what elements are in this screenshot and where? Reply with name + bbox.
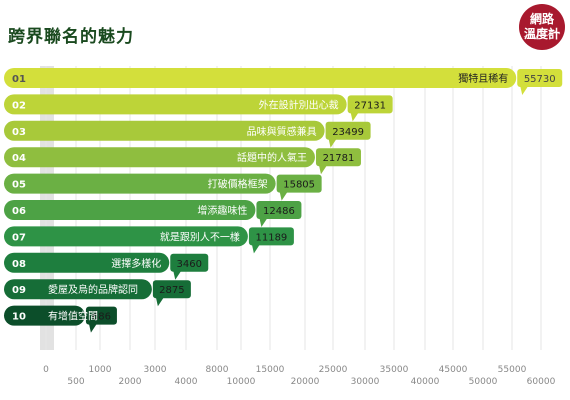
value-bubble: [276, 174, 322, 193]
value-bubble-tail: [318, 165, 327, 175]
value-label: 12486: [263, 206, 295, 217]
x-tick-label: 50000: [469, 377, 498, 387]
bar: [4, 68, 517, 88]
value-bubble-tail: [155, 297, 164, 307]
category-label: 獨特且稀有: [458, 72, 508, 85]
logo-circle: [519, 4, 565, 50]
value-bubble-tail: [520, 86, 529, 95]
rank-label: 05: [12, 180, 26, 191]
rank-label: 09: [12, 285, 26, 296]
x-tick-label: 45000: [439, 365, 468, 375]
value-bubble: [517, 69, 563, 87]
value-bubble-tail: [350, 112, 359, 122]
value-label: 55730: [524, 74, 556, 85]
value-label: 11189: [255, 232, 287, 243]
rank-label: 03: [12, 127, 26, 138]
category-label: 愛屋及烏的品牌認同: [48, 283, 138, 296]
value-bubble-tail: [279, 191, 288, 201]
x-tick-label: 55000: [498, 365, 527, 375]
bar: [4, 305, 85, 326]
value-label: 21781: [323, 153, 355, 164]
value-bubble-tail: [259, 218, 268, 227]
bar: [4, 279, 152, 300]
logo-text-line2: 溫度計: [524, 26, 560, 41]
chart-title: 跨界聯名的魅力: [8, 27, 134, 47]
x-tick-label: 2000: [119, 377, 142, 387]
value-label: 15805: [283, 180, 315, 191]
x-tick-label: 20000: [291, 377, 320, 387]
rank-label: 08: [12, 259, 26, 270]
x-tick-label: 3000: [144, 365, 167, 375]
category-label: 有增值空間: [48, 310, 98, 323]
rank-label: 07: [12, 232, 26, 243]
value-bubble: [325, 121, 371, 140]
bar: [4, 94, 347, 115]
value-label: 3460: [177, 259, 202, 270]
category-label: 就是跟別人不一樣: [160, 230, 240, 243]
rank-label: 04: [12, 153, 26, 164]
x-tick-label: 15000: [256, 365, 285, 375]
logo-wave: [523, 28, 561, 40]
value-bubble: [315, 148, 361, 167]
category-label: 話題中的人氣王: [237, 151, 307, 164]
rank-label: 02: [12, 100, 26, 111]
bar: [4, 226, 248, 247]
x-tick-label: 40000: [411, 377, 440, 387]
value-bubble: [256, 201, 302, 219]
bar: [4, 252, 170, 273]
x-tick-label: 500: [67, 377, 84, 387]
x-tick-label: 25000: [319, 365, 348, 375]
bar: [4, 147, 315, 168]
category-label: 選擇多樣化: [111, 257, 161, 270]
category-label: 增添趣味性: [197, 204, 247, 217]
value-bubble: [152, 280, 191, 299]
value-label: 686: [92, 312, 111, 323]
bar: [4, 173, 276, 194]
x-tick-label: 4000: [175, 377, 198, 387]
x-tick-label: 35000: [380, 365, 409, 375]
rank-label: 06: [12, 206, 26, 217]
value-bubble-tail: [328, 138, 337, 148]
value-label: 23499: [332, 127, 364, 138]
category-label: 外在設計別出心裁: [259, 98, 339, 111]
x-tick-label: 30000: [351, 377, 380, 387]
value-bubble-tail: [251, 244, 260, 254]
value-bubble-tail: [88, 323, 97, 333]
rank-label: 01: [12, 74, 26, 85]
value-bubble: [85, 306, 117, 325]
value-label: 27131: [354, 100, 386, 111]
value-label: 2875: [159, 285, 184, 296]
x-tick-label: 1000: [89, 365, 112, 375]
category-label: 品味與質感兼具: [247, 125, 317, 138]
bar: [4, 120, 325, 141]
bar: [4, 200, 256, 220]
value-bubble: [170, 253, 209, 272]
logo-text-line1: 網路: [530, 11, 555, 26]
x-tick-label: 10000: [227, 377, 256, 387]
category-label: 打破價格框架: [208, 178, 268, 191]
value-bubble-tail: [173, 270, 182, 280]
value-bubble: [248, 227, 294, 246]
rank-label: 10: [12, 312, 26, 323]
x-tick-label: 60000: [527, 377, 556, 387]
x-tick-label: 8000: [206, 365, 229, 375]
logo-seal: 網路 溫度計: [519, 4, 565, 50]
x-tick-label: 0: [43, 365, 49, 375]
value-bubble: [347, 95, 393, 114]
